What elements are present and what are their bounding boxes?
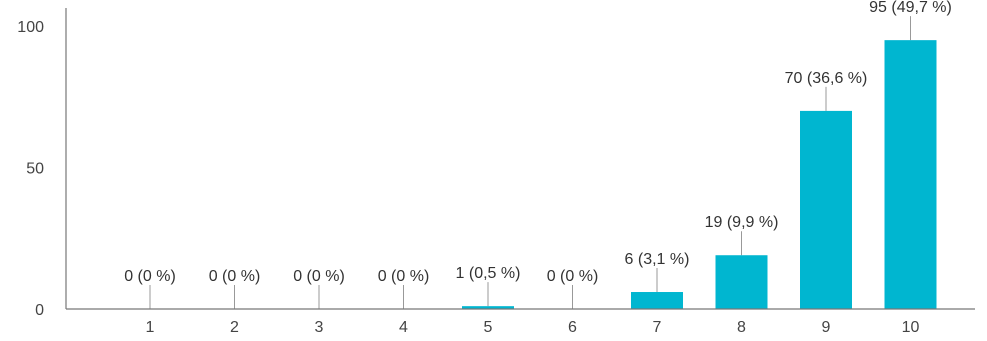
x-tick-label-9: 9 (822, 319, 831, 336)
bar-8 (715, 255, 768, 309)
x-tick-label-1: 1 (146, 319, 155, 336)
data-label-6: 0 (0 %) (547, 268, 599, 285)
x-axis-ticks: 1 2 3 4 5 6 7 8 9 10 (146, 319, 920, 336)
y-tick-label: 100 (17, 19, 44, 36)
data-label-5: 1 (0,5 %) (456, 265, 521, 282)
y-tick-label: 0 (35, 302, 44, 319)
bar-7 (631, 292, 683, 309)
data-label-leaders (149, 16, 911, 309)
data-label-9: 70 (36,6 %) (785, 70, 868, 87)
y-axis-ticks: 0 50 100 (17, 19, 44, 319)
x-tick-label-5: 5 (484, 319, 493, 336)
x-tick-label-4: 4 (399, 319, 408, 336)
bar-10 (884, 40, 937, 310)
bar-9 (800, 110, 852, 310)
axes (65, 8, 975, 310)
x-tick-label-8: 8 (737, 319, 746, 336)
x-tick-label-6: 6 (568, 319, 577, 336)
x-tick-label-10: 10 (902, 319, 920, 336)
bars (462, 40, 937, 310)
data-label-1: 0 (0 %) (124, 268, 176, 285)
data-label-4: 0 (0 %) (378, 268, 430, 285)
data-label-2: 0 (0 %) (209, 268, 261, 285)
data-label-3: 0 (0 %) (293, 268, 345, 285)
y-tick-label: 50 (26, 161, 44, 178)
data-label-10: 95 (49,7 %) (869, 0, 952, 16)
data-labels: 0 (0 %) 0 (0 %) 0 (0 %) 0 (0 %) 1 (0,5 %) 0 (… (124, 0, 952, 285)
bar-5 (462, 306, 514, 309)
x-tick-label-7: 7 (653, 319, 662, 336)
x-tick-label-3: 3 (315, 319, 324, 336)
data-label-8: 19 (9,9 %) (705, 214, 779, 231)
data-label-7: 6 (3,1 %) (625, 251, 690, 268)
x-tick-label-2: 2 (230, 319, 239, 336)
